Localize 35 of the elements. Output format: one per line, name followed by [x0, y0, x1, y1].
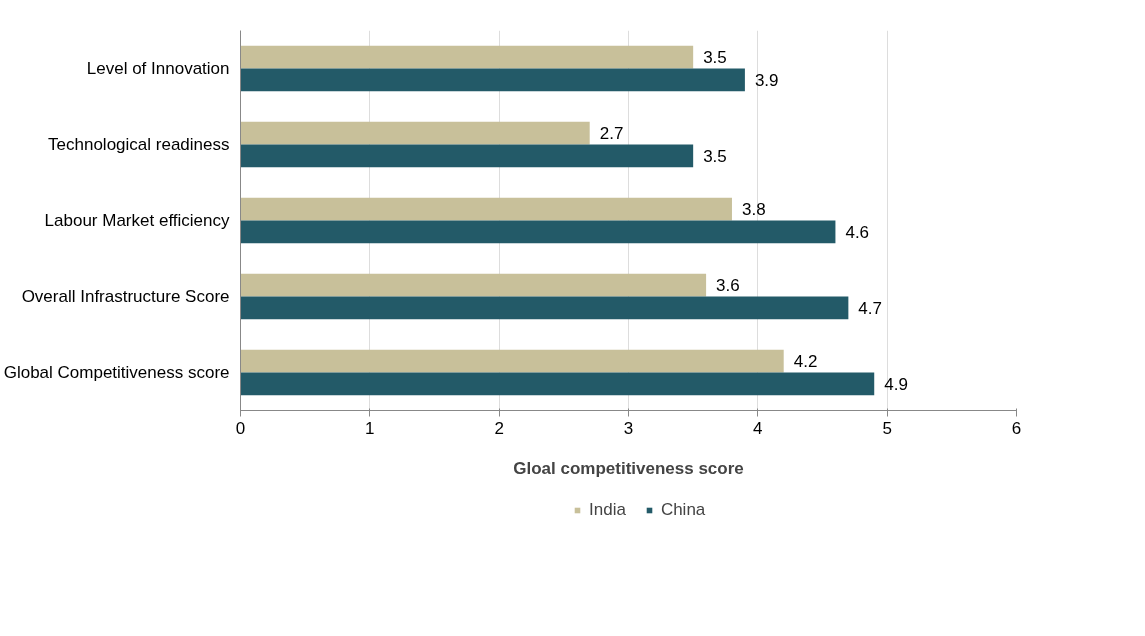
- data-label: 2.7: [599, 124, 624, 144]
- bar: [240, 296, 849, 320]
- data-label: 3.8: [741, 200, 766, 220]
- data-label: 3.5: [703, 146, 727, 166]
- x-tick-label: 0: [235, 418, 246, 438]
- bar: [240, 349, 784, 373]
- x-tick-label: 6: [1011, 418, 1022, 438]
- legend-label: China: [660, 500, 706, 520]
- y-tick-label: Global Competitiveness score: [3, 363, 230, 382]
- x-tick-label: 1: [365, 418, 375, 438]
- bar: [240, 197, 732, 221]
- bar: [240, 144, 694, 168]
- bar: [240, 220, 836, 244]
- bar: [240, 68, 745, 92]
- x-tick-label: 2: [494, 418, 504, 438]
- data-label: 3.9: [754, 70, 779, 90]
- y-tick-label: Overall Infrastructure Score: [21, 287, 230, 306]
- bar: [240, 372, 875, 396]
- data-label: 3.5: [703, 48, 727, 68]
- bar: [240, 273, 707, 297]
- y-tick-label: Level of Innovation: [86, 59, 230, 78]
- x-tick-label: 5: [882, 418, 892, 438]
- data-label: 4.6: [845, 222, 870, 242]
- data-label: 4.9: [884, 374, 908, 394]
- bar: [240, 121, 590, 145]
- y-tick-label: Technological readiness: [48, 135, 230, 154]
- legend-label: India: [589, 500, 626, 520]
- data-label: 4.2: [793, 352, 818, 372]
- data-label: 3.6: [716, 276, 740, 296]
- y-tick-label: Labour Market efficiency: [44, 211, 230, 230]
- data-label: 4.7: [858, 298, 883, 318]
- x-tick-label: 4: [753, 418, 763, 438]
- x-axis-title: Gloal competitiveness score: [513, 458, 744, 478]
- bar: [240, 45, 694, 69]
- x-tick-label: 3: [623, 418, 634, 438]
